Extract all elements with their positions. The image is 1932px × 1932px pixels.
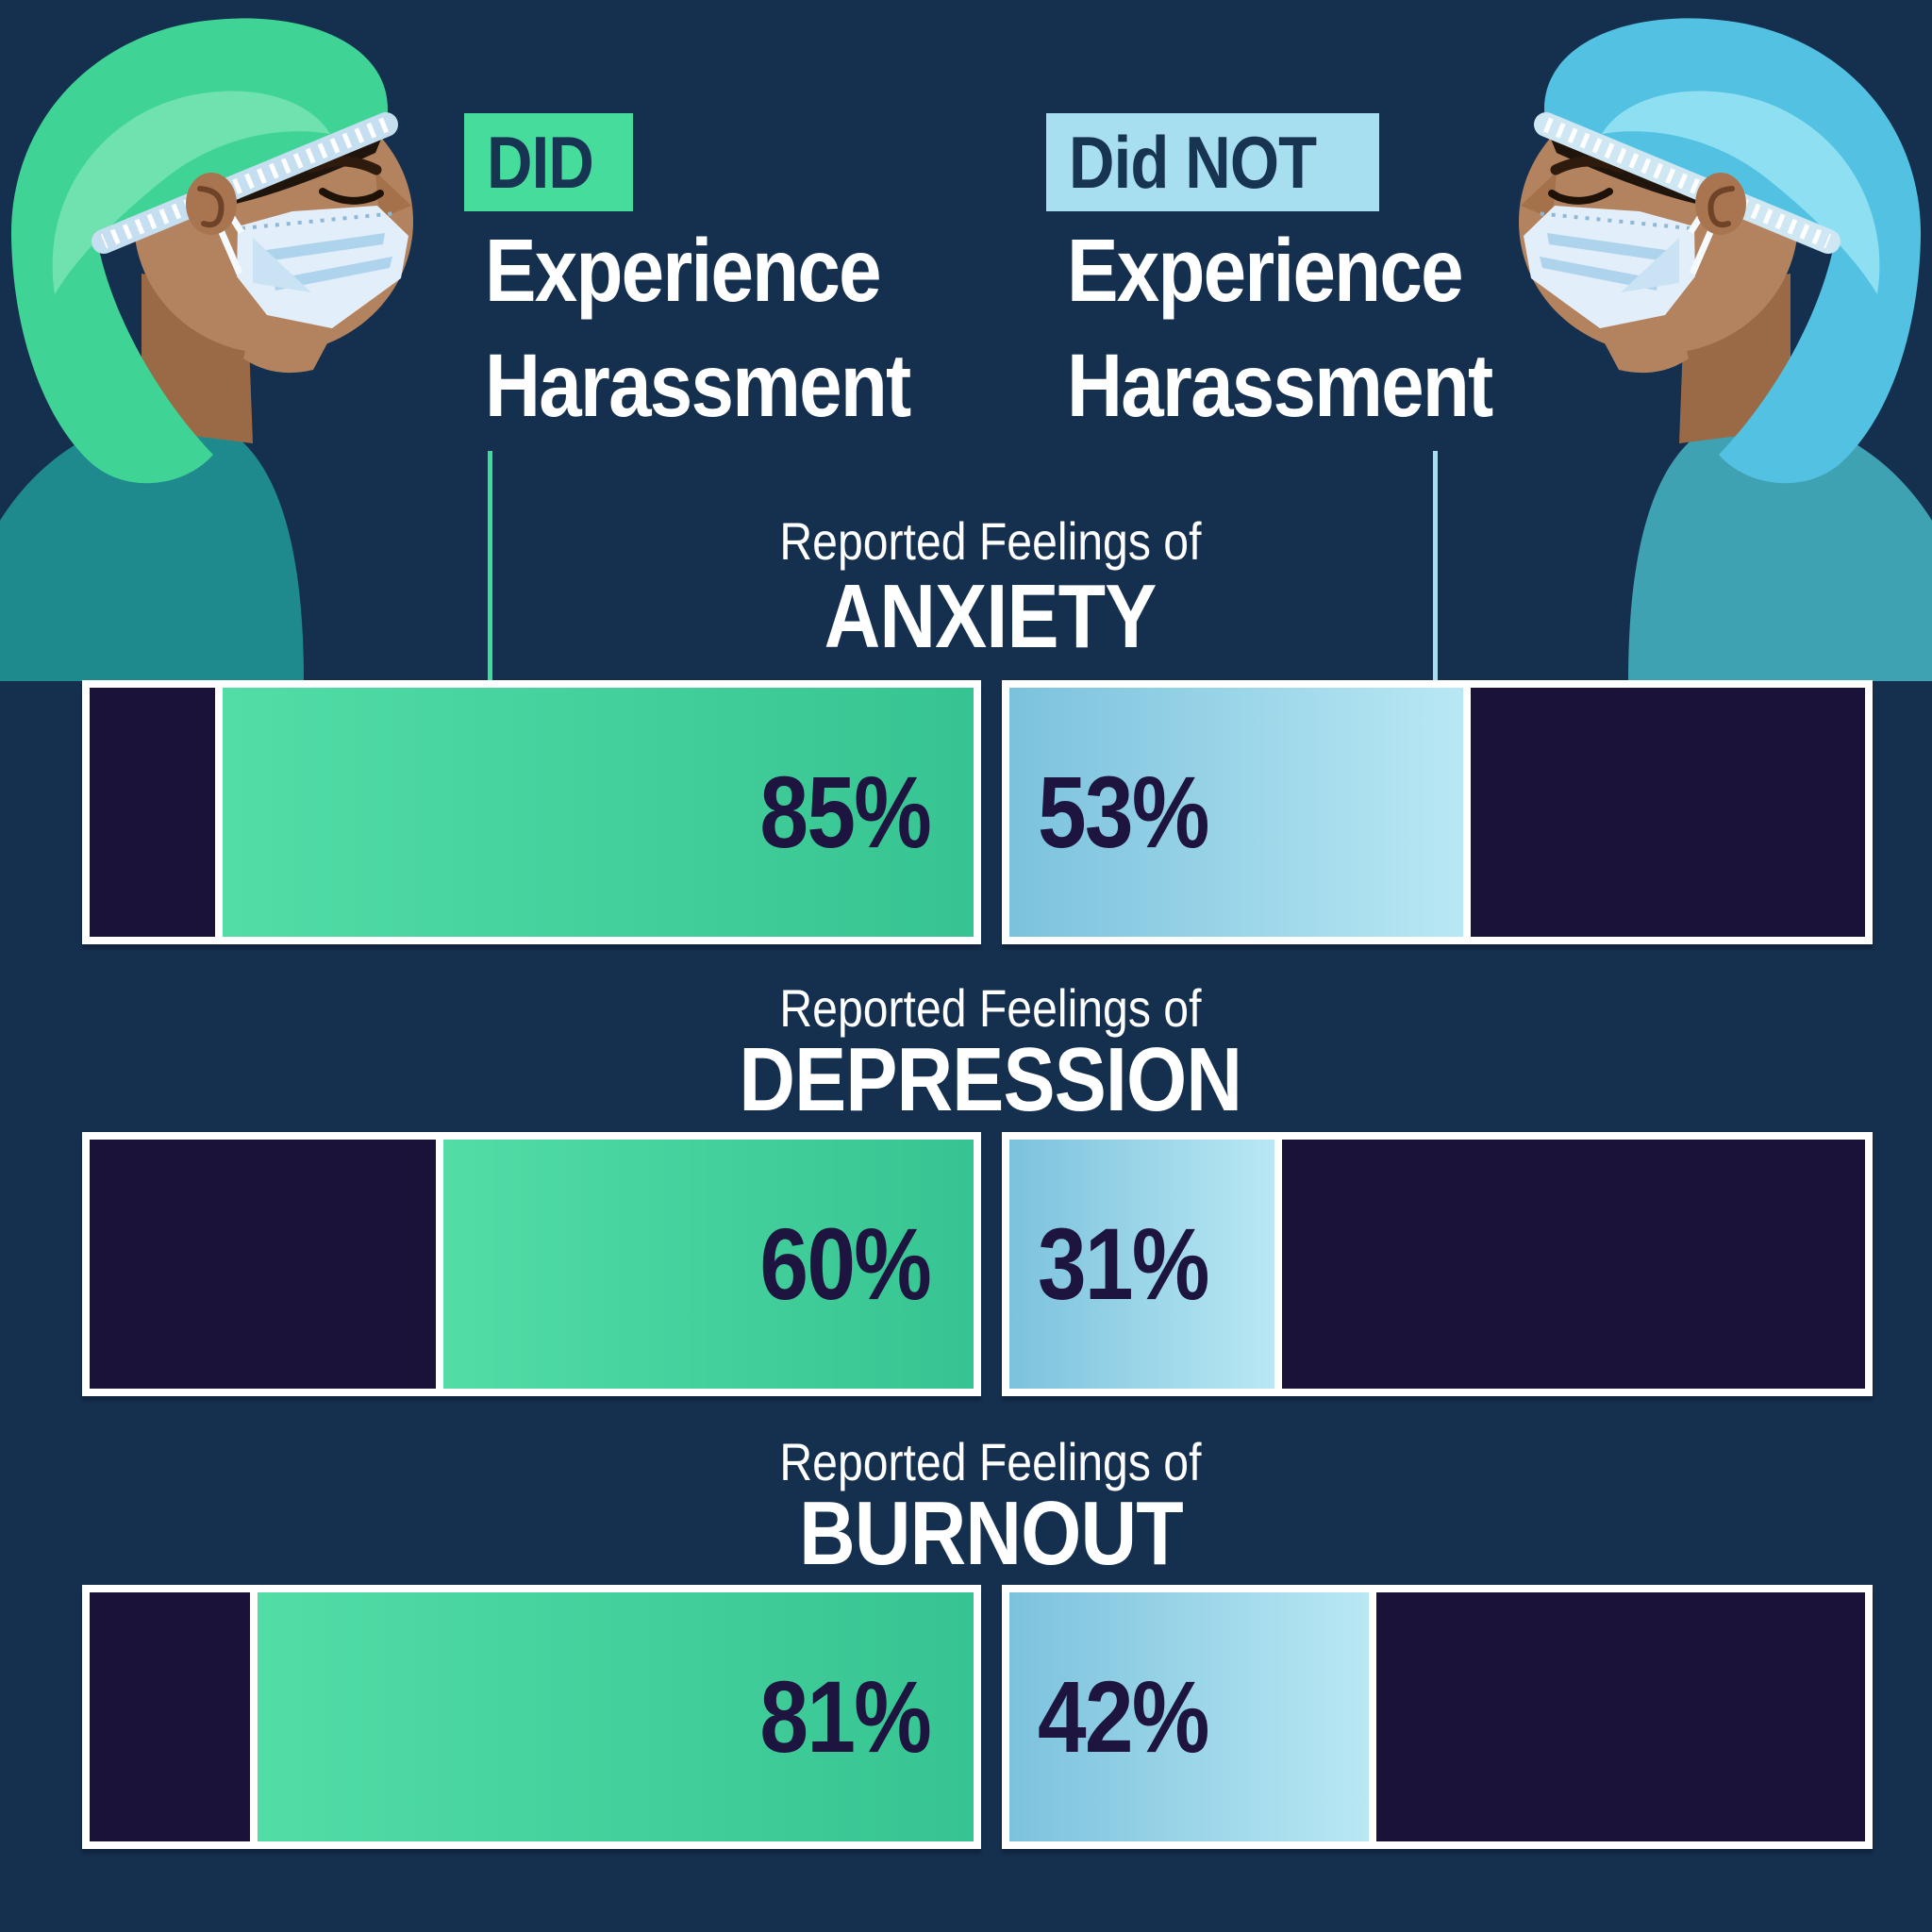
did-badge: DID (464, 113, 634, 211)
did-not-connector-line (1433, 451, 1438, 681)
anxiety-did-bar: 85% (82, 680, 981, 944)
anxiety-did-remainder (90, 688, 215, 937)
burnout-did-remainder (90, 1592, 251, 1841)
did-not-heading-line2: Harassment (1067, 336, 1493, 436)
depression-did-not-fill: 31% (1009, 1140, 1275, 1389)
depression-did-not-remainder (1282, 1140, 1865, 1389)
burnout-did-fill: 81% (258, 1592, 974, 1841)
did-not-heading-line1: Experience (1067, 221, 1464, 321)
burnout-did-bar: 81% (82, 1585, 981, 1849)
did-badge-label: DID (487, 120, 594, 204)
anxiety-did-not-value: 53% (1038, 755, 1209, 869)
anxiety-did-not-remainder (1470, 688, 1865, 937)
depression-did-not-value: 31% (1038, 1207, 1209, 1321)
depression-kicker: Reported Feelings of (779, 978, 1202, 1038)
nurse-illustration-left (0, 18, 413, 681)
anxiety-did-not-fill: 53% (1009, 688, 1463, 937)
depression-did-not-bar: 31% (1002, 1132, 1873, 1396)
anxiety-did-not-bar: 53% (1002, 680, 1873, 944)
anxiety-title: ANXIETY (824, 566, 1158, 667)
depression-did-value: 60% (759, 1207, 931, 1321)
nurse-illustration-right (1519, 18, 1932, 681)
burnout-did-value: 81% (759, 1659, 931, 1774)
burnout-kicker: Reported Feelings of (779, 1432, 1202, 1491)
did-not-badge: Did NOT (1046, 113, 1379, 211)
depression-did-remainder (90, 1140, 436, 1389)
anxiety-kicker: Reported Feelings of (779, 511, 1202, 571)
depression-did-bar: 60% (82, 1132, 981, 1396)
did-heading-line2: Harassment (485, 336, 911, 436)
burnout-did-not-value: 42% (1038, 1659, 1209, 1774)
depression-did-fill: 60% (442, 1140, 974, 1389)
depression-title: DEPRESSION (739, 1029, 1243, 1130)
burnout-did-not-remainder (1375, 1592, 1865, 1841)
did-connector-line (488, 451, 492, 681)
anxiety-did-value: 85% (759, 755, 931, 869)
anxiety-did-fill: 85% (222, 688, 974, 937)
burnout-did-not-fill: 42% (1009, 1592, 1369, 1841)
did-not-badge-label: Did NOT (1069, 120, 1317, 204)
burnout-did-not-bar: 42% (1002, 1585, 1873, 1849)
did-heading-line1: Experience (485, 221, 882, 321)
burnout-title: BURNOUT (798, 1483, 1184, 1584)
